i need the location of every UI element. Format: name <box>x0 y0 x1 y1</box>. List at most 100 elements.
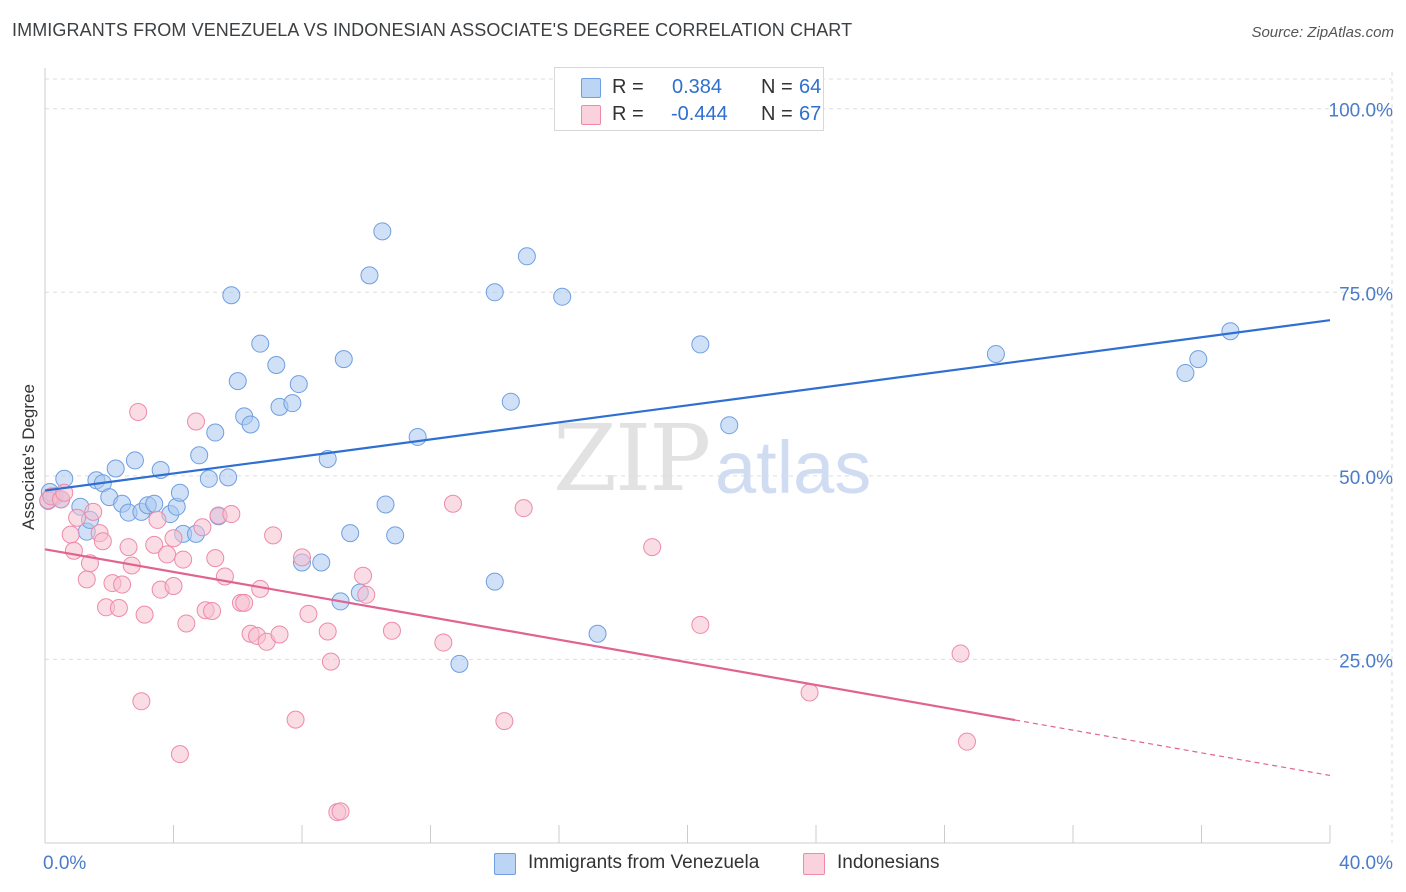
point-venezuela <box>553 287 572 306</box>
point-indonesian <box>145 535 164 554</box>
point-venezuela <box>106 459 125 478</box>
point-venezuela <box>360 266 379 285</box>
point-indonesian <box>318 622 337 641</box>
point-venezuela <box>386 526 405 545</box>
grid-layer <box>45 72 1393 843</box>
point-venezuela <box>170 483 189 502</box>
point-indonesian <box>357 585 376 604</box>
point-venezuela <box>312 553 331 572</box>
point-venezuela <box>289 375 308 394</box>
point-indonesian <box>264 526 283 545</box>
legend-n-value: 67 <box>799 103 822 125</box>
correlation-legend: R = 0.384 N = 64 R = -0.444 N = 67 <box>554 67 824 131</box>
legend-r-label: R = <box>612 103 644 125</box>
y-tick-label: 25.0% <box>1339 651 1393 672</box>
point-venezuela <box>691 335 710 354</box>
point-indonesian <box>77 570 96 589</box>
point-indonesian <box>113 575 132 594</box>
point-venezuela <box>334 350 353 369</box>
point-venezuela <box>199 469 218 488</box>
point-venezuela <box>219 468 238 487</box>
point-indonesian <box>270 625 289 644</box>
point-indonesian <box>331 802 350 821</box>
legend-r-value: -0.444 <box>671 103 728 125</box>
point-indonesian <box>84 502 103 521</box>
point-venezuela <box>145 494 164 513</box>
point-indonesian <box>129 402 148 421</box>
point-indonesian <box>186 412 205 431</box>
point-indonesian <box>293 548 311 567</box>
watermark-zip: ZIP <box>553 405 711 512</box>
source-label: Source: ZipAtlas.com <box>1251 24 1394 41</box>
point-indonesian <box>132 692 151 711</box>
point-venezuela <box>283 394 302 413</box>
point-indonesian <box>222 505 241 524</box>
point-venezuela <box>228 372 247 391</box>
point-indonesian <box>495 712 514 731</box>
point-venezuela <box>190 446 209 465</box>
point-indonesian <box>158 545 177 564</box>
legend-swatch-pink <box>581 105 601 125</box>
trend-line-indonesian <box>44 548 1016 722</box>
y-tick-label: 50.0% <box>1339 468 1393 489</box>
point-venezuela <box>341 524 360 543</box>
point-venezuela <box>1176 364 1195 383</box>
bottom-legend-swatch-pink <box>803 853 825 875</box>
point-indonesian <box>235 593 254 612</box>
point-indonesian <box>193 518 212 537</box>
point-indonesian <box>68 508 87 527</box>
bottom-legend-swatch-blue <box>494 853 516 875</box>
legend-swatch-blue <box>581 78 601 98</box>
point-indonesian <box>434 633 453 652</box>
point-venezuela <box>125 451 144 470</box>
point-indonesian <box>514 499 533 518</box>
point-venezuela <box>251 334 270 353</box>
trend-layer <box>44 319 1331 777</box>
point-venezuela <box>373 222 392 241</box>
point-indonesian <box>119 538 138 557</box>
y-tick-label: 100.0% <box>1329 101 1394 122</box>
point-venezuela <box>206 423 225 442</box>
point-indonesian <box>443 494 462 513</box>
point-indonesian <box>206 549 225 568</box>
point-indonesian <box>93 532 112 551</box>
point-indonesian <box>203 601 222 620</box>
point-venezuela <box>222 286 241 305</box>
y-tick-label: 75.0% <box>1339 284 1393 305</box>
point-venezuela <box>1221 322 1240 341</box>
point-venezuela <box>501 392 520 411</box>
point-indonesian <box>148 510 167 529</box>
points-layer <box>39 222 1240 822</box>
point-indonesian <box>321 652 340 671</box>
point-venezuela <box>588 624 607 643</box>
x-tick-label-min: 0.0% <box>43 853 86 874</box>
trend-line-extrapolated <box>1015 719 1331 777</box>
label-layer: 25.0% 50.0% 75.0% 100.0% 0.0% 40.0% Associate'… <box>19 101 1393 874</box>
point-indonesian <box>164 577 183 595</box>
point-indonesian <box>800 683 819 702</box>
point-venezuela <box>241 415 260 434</box>
legend-n-value: 64 <box>799 76 822 98</box>
point-indonesian <box>64 541 83 560</box>
point-indonesian <box>170 745 189 764</box>
point-indonesian <box>299 604 318 623</box>
point-venezuela <box>267 355 286 374</box>
point-indonesian <box>174 550 193 569</box>
point-indonesian <box>643 538 662 557</box>
point-venezuela <box>986 344 1005 363</box>
y-axis-label: Associate's Degree <box>19 384 38 530</box>
point-indonesian <box>957 732 976 751</box>
point-venezuela <box>450 654 469 673</box>
point-venezuela <box>376 495 395 514</box>
point-indonesian <box>286 710 305 729</box>
legend-r-value: 0.384 <box>672 76 723 98</box>
point-indonesian <box>382 621 401 640</box>
point-indonesian <box>109 599 128 618</box>
trend-line-venezuela <box>44 319 1331 492</box>
point-indonesian <box>164 529 183 548</box>
point-venezuela <box>720 416 739 435</box>
point-indonesian <box>61 525 80 544</box>
point-indonesian <box>951 644 970 663</box>
point-indonesian <box>135 605 154 624</box>
